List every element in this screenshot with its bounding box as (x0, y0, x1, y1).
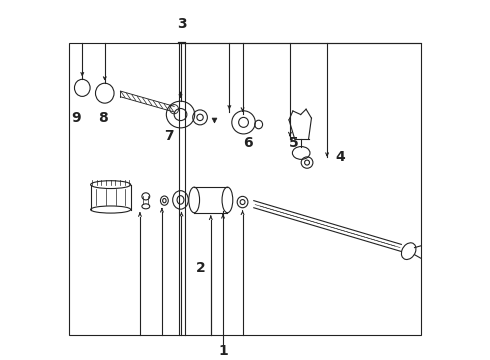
Text: 7: 7 (165, 129, 174, 143)
Text: 9: 9 (72, 111, 81, 125)
Text: 4: 4 (335, 150, 345, 164)
Text: 8: 8 (98, 111, 108, 125)
Text: 2: 2 (196, 261, 206, 275)
Text: 5: 5 (289, 136, 299, 150)
Text: 6: 6 (243, 136, 252, 150)
Text: 1: 1 (218, 344, 228, 358)
Text: 3: 3 (177, 17, 186, 31)
Bar (69, 44, 421, 335)
